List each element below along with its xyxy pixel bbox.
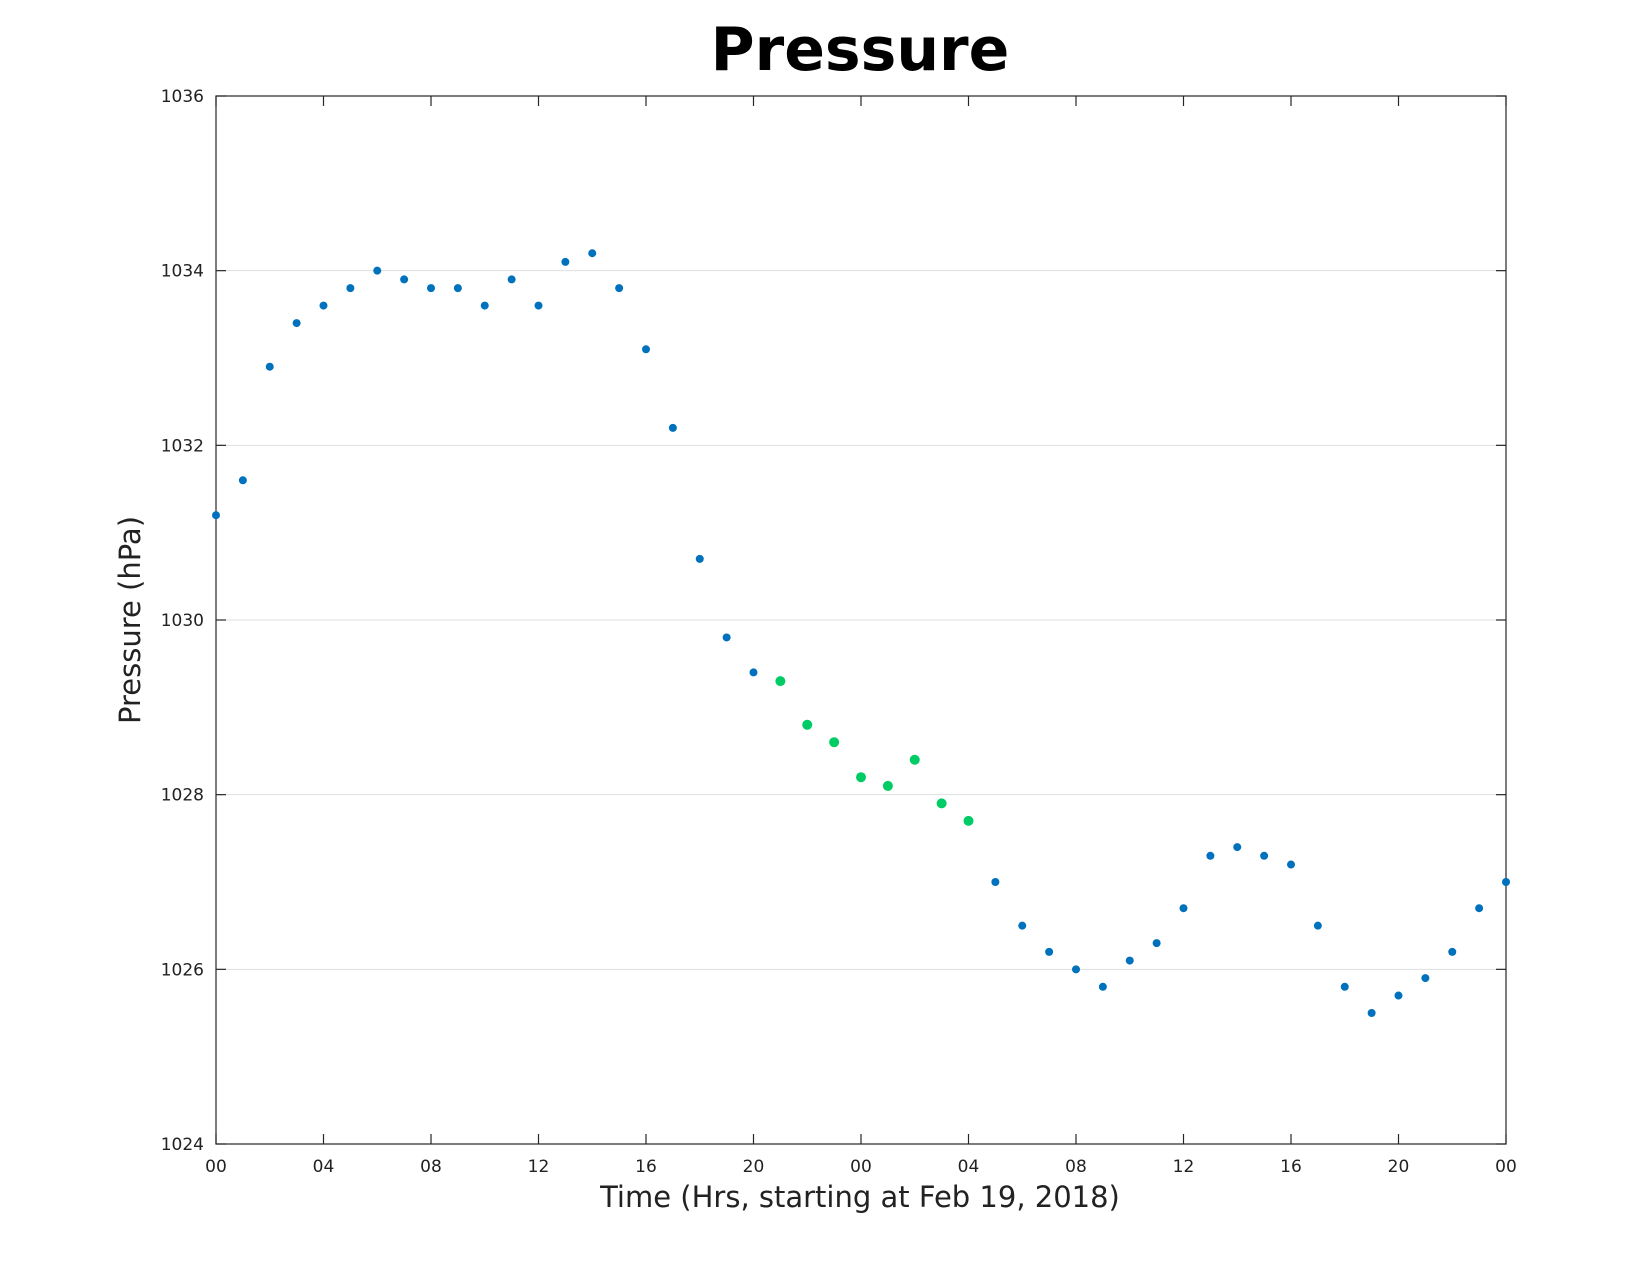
x-tick-label: 08 <box>1065 1157 1087 1177</box>
highlighted-data-point <box>802 719 813 730</box>
data-point <box>1233 843 1242 852</box>
x-tick-label: 12 <box>528 1157 550 1177</box>
data-point <box>561 257 570 266</box>
data-point <box>238 476 247 485</box>
data-point <box>1340 982 1349 991</box>
x-tick-label: 00 <box>850 1157 872 1177</box>
axis-ticks <box>215 95 1507 1145</box>
highlighted-data-point <box>963 815 974 826</box>
data-point <box>722 633 731 642</box>
data-point <box>292 319 301 328</box>
y-tick-label: 1030 <box>161 611 204 631</box>
highlighted-data-point <box>856 772 866 783</box>
data-point <box>1260 851 1269 860</box>
highlighted-data-point <box>936 798 947 809</box>
data-point <box>373 266 382 275</box>
highlighted-data-point <box>909 754 920 765</box>
data-point <box>1394 991 1403 1000</box>
data-point <box>1179 904 1188 913</box>
data-point <box>1421 974 1430 983</box>
y-tick-label: 1032 <box>161 436 204 456</box>
x-tick-label: 16 <box>1280 1157 1302 1177</box>
tick-labels: 1024 1026 1028 1030 1032 1034 1036 00 04 08 12 16 20… <box>161 87 1517 1177</box>
data-point <box>319 301 328 310</box>
data-point <box>1152 939 1161 948</box>
highlighted-data-point <box>882 780 893 791</box>
y-tick-label: 1026 <box>161 960 204 980</box>
y-tick-label: 1028 <box>161 786 204 806</box>
data-point <box>265 362 274 371</box>
y-tick-label: 1024 <box>161 1135 204 1155</box>
x-tick-label: 12 <box>1173 1157 1195 1177</box>
data-point <box>1072 965 1080 974</box>
data-point <box>1098 982 1107 991</box>
data-point <box>427 284 435 293</box>
x-tick-label: 04 <box>313 1157 335 1177</box>
grid-lines <box>216 270 1506 970</box>
y-tick-label: 1034 <box>161 262 204 282</box>
highlighted-data-point <box>775 676 786 687</box>
x-axis-label: Time (Hrs, starting at Feb 19, 2018) <box>599 1180 1120 1214</box>
data-point <box>1018 921 1027 930</box>
x-tick-label: 00 <box>1495 1157 1517 1177</box>
x-tick-label: 00 <box>205 1157 227 1177</box>
x-tick-label: 04 <box>958 1157 980 1177</box>
data-point <box>642 345 650 354</box>
data-point <box>1287 860 1295 869</box>
data-point <box>212 511 220 520</box>
data-point <box>695 554 704 563</box>
x-tick-label: 08 <box>420 1157 442 1177</box>
data-point <box>507 275 516 284</box>
x-tick-label: 20 <box>1388 1157 1410 1177</box>
x-tick-label: 16 <box>635 1157 657 1177</box>
data-point <box>346 284 355 293</box>
data-point <box>534 301 543 310</box>
x-tick-label: 20 <box>743 1157 765 1177</box>
data-point <box>1475 904 1484 913</box>
data-point <box>991 878 1000 886</box>
data-point <box>1125 956 1134 965</box>
data-point <box>668 423 677 432</box>
data-point <box>1206 851 1215 860</box>
data-point <box>480 301 489 310</box>
data-point <box>1367 1009 1376 1017</box>
data-point <box>1502 878 1510 886</box>
data-points <box>212 249 1510 1017</box>
data-point <box>749 668 758 677</box>
chart-title: Pressure <box>711 15 1010 85</box>
y-tick-label: 1036 <box>161 87 204 107</box>
y-axis-label: Pressure (hPa) <box>113 516 147 724</box>
data-point <box>400 275 409 284</box>
data-point <box>588 249 597 258</box>
data-point <box>1448 947 1457 956</box>
highlighted-data-point <box>829 737 840 748</box>
data-point <box>1045 947 1054 956</box>
data-point <box>1313 921 1322 930</box>
data-point <box>615 284 624 293</box>
data-point <box>453 284 462 293</box>
